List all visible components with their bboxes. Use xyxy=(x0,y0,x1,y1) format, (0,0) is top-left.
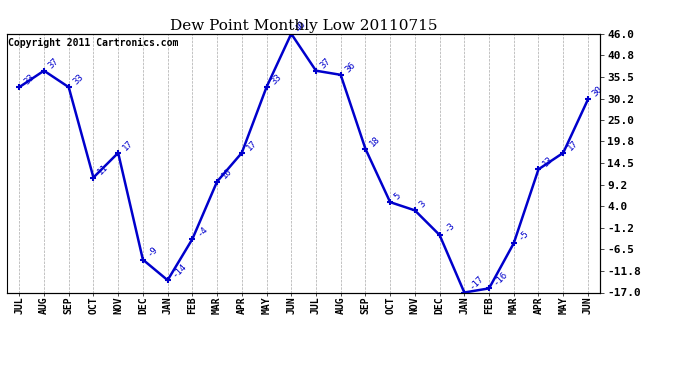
Text: 46: 46 xyxy=(294,19,308,33)
Text: 17: 17 xyxy=(244,138,259,152)
Text: 17: 17 xyxy=(121,138,135,152)
Text: 33: 33 xyxy=(22,72,36,86)
Text: 36: 36 xyxy=(344,60,357,74)
Text: -9: -9 xyxy=(146,245,159,259)
Text: -3: -3 xyxy=(442,220,456,234)
Text: 18: 18 xyxy=(368,134,382,148)
Text: 5: 5 xyxy=(393,191,403,201)
Text: -5: -5 xyxy=(517,228,531,242)
Text: -17: -17 xyxy=(467,274,485,292)
Text: -16: -16 xyxy=(492,270,510,288)
Text: 13: 13 xyxy=(541,154,555,168)
Text: 10: 10 xyxy=(220,167,234,181)
Text: Copyright 2011 Cartronics.com: Copyright 2011 Cartronics.com xyxy=(8,38,179,48)
Text: -4: -4 xyxy=(195,224,209,238)
Text: 33: 33 xyxy=(269,72,284,86)
Title: Dew Point Monthly Low 20110715: Dew Point Monthly Low 20110715 xyxy=(170,19,437,33)
Text: -14: -14 xyxy=(170,262,188,279)
Text: 37: 37 xyxy=(47,56,61,70)
Text: 33: 33 xyxy=(72,72,86,86)
Text: 17: 17 xyxy=(566,138,580,152)
Text: 30: 30 xyxy=(591,85,604,99)
Text: 37: 37 xyxy=(319,56,333,70)
Text: 11: 11 xyxy=(96,163,110,177)
Text: 3: 3 xyxy=(417,200,428,210)
